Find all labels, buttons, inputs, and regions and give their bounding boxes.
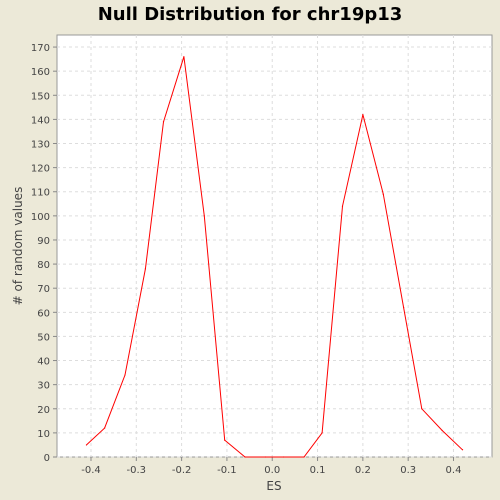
y-tick-label: 40 xyxy=(37,357,50,368)
data-point xyxy=(203,215,205,217)
data-point xyxy=(303,456,305,458)
x-axis-label: ES xyxy=(266,479,281,493)
y-tick-label: 160 xyxy=(31,67,50,78)
grid-lines xyxy=(57,35,492,458)
chart-title: Null Distribution for chr19p13 xyxy=(97,4,403,25)
y-tick-label: 50 xyxy=(37,332,50,343)
data-point xyxy=(282,456,285,458)
y-tick-label: 20 xyxy=(37,405,50,416)
data-point xyxy=(183,56,185,58)
y-axis-label: # of random values xyxy=(11,187,25,306)
y-tick-label: 120 xyxy=(31,164,50,175)
x-tick-label: 0.1 xyxy=(310,465,326,476)
x-tick-label: -0.2 xyxy=(172,465,192,476)
x-tick-label: -0.1 xyxy=(217,465,237,476)
y-tick-label: 130 xyxy=(31,140,50,151)
series-line xyxy=(86,56,463,458)
data-point xyxy=(124,374,126,376)
x-tick-label: -0.4 xyxy=(81,465,101,476)
y-tick-label: 10 xyxy=(37,429,50,440)
data-point xyxy=(85,444,88,446)
data-point xyxy=(461,449,464,451)
x-tick-label: 0.2 xyxy=(355,465,371,476)
y-tick-label: 30 xyxy=(37,381,50,392)
data-point xyxy=(244,456,246,458)
data-point xyxy=(321,432,323,434)
x-tick-label: 0.3 xyxy=(400,465,416,476)
data-point xyxy=(341,205,344,207)
axes: 0 10 20 30 40 50 60 70 80 90 100 110 120 130 140 150 160… xyxy=(31,43,462,476)
data-point xyxy=(403,306,405,309)
y-tick-label: 60 xyxy=(37,308,50,319)
y-tick-label: 170 xyxy=(31,43,50,54)
y-tick-label: 140 xyxy=(31,115,50,126)
data-point xyxy=(224,439,226,441)
y-tick-label: 70 xyxy=(37,284,50,295)
data-point xyxy=(362,113,364,116)
x-tick-label: -0.3 xyxy=(127,465,147,476)
plot-area xyxy=(56,34,493,458)
y-tick-label: 110 xyxy=(31,188,50,199)
x-tick-label: 0.4 xyxy=(446,465,462,476)
data-point xyxy=(421,408,423,410)
data-point xyxy=(382,193,384,195)
y-tick-label: 90 xyxy=(37,236,50,247)
data-point xyxy=(162,121,165,123)
x-tick-label: 0.0 xyxy=(264,465,280,476)
data-point xyxy=(144,268,146,270)
data-point xyxy=(103,427,106,429)
data-point xyxy=(264,456,267,458)
series-layer xyxy=(85,56,464,458)
y-tick-label: 0 xyxy=(44,453,50,464)
data-point xyxy=(441,429,443,432)
y-tick-label: 150 xyxy=(31,91,50,102)
y-tick-label: 100 xyxy=(31,212,50,223)
y-tick-label: 80 xyxy=(37,260,50,271)
